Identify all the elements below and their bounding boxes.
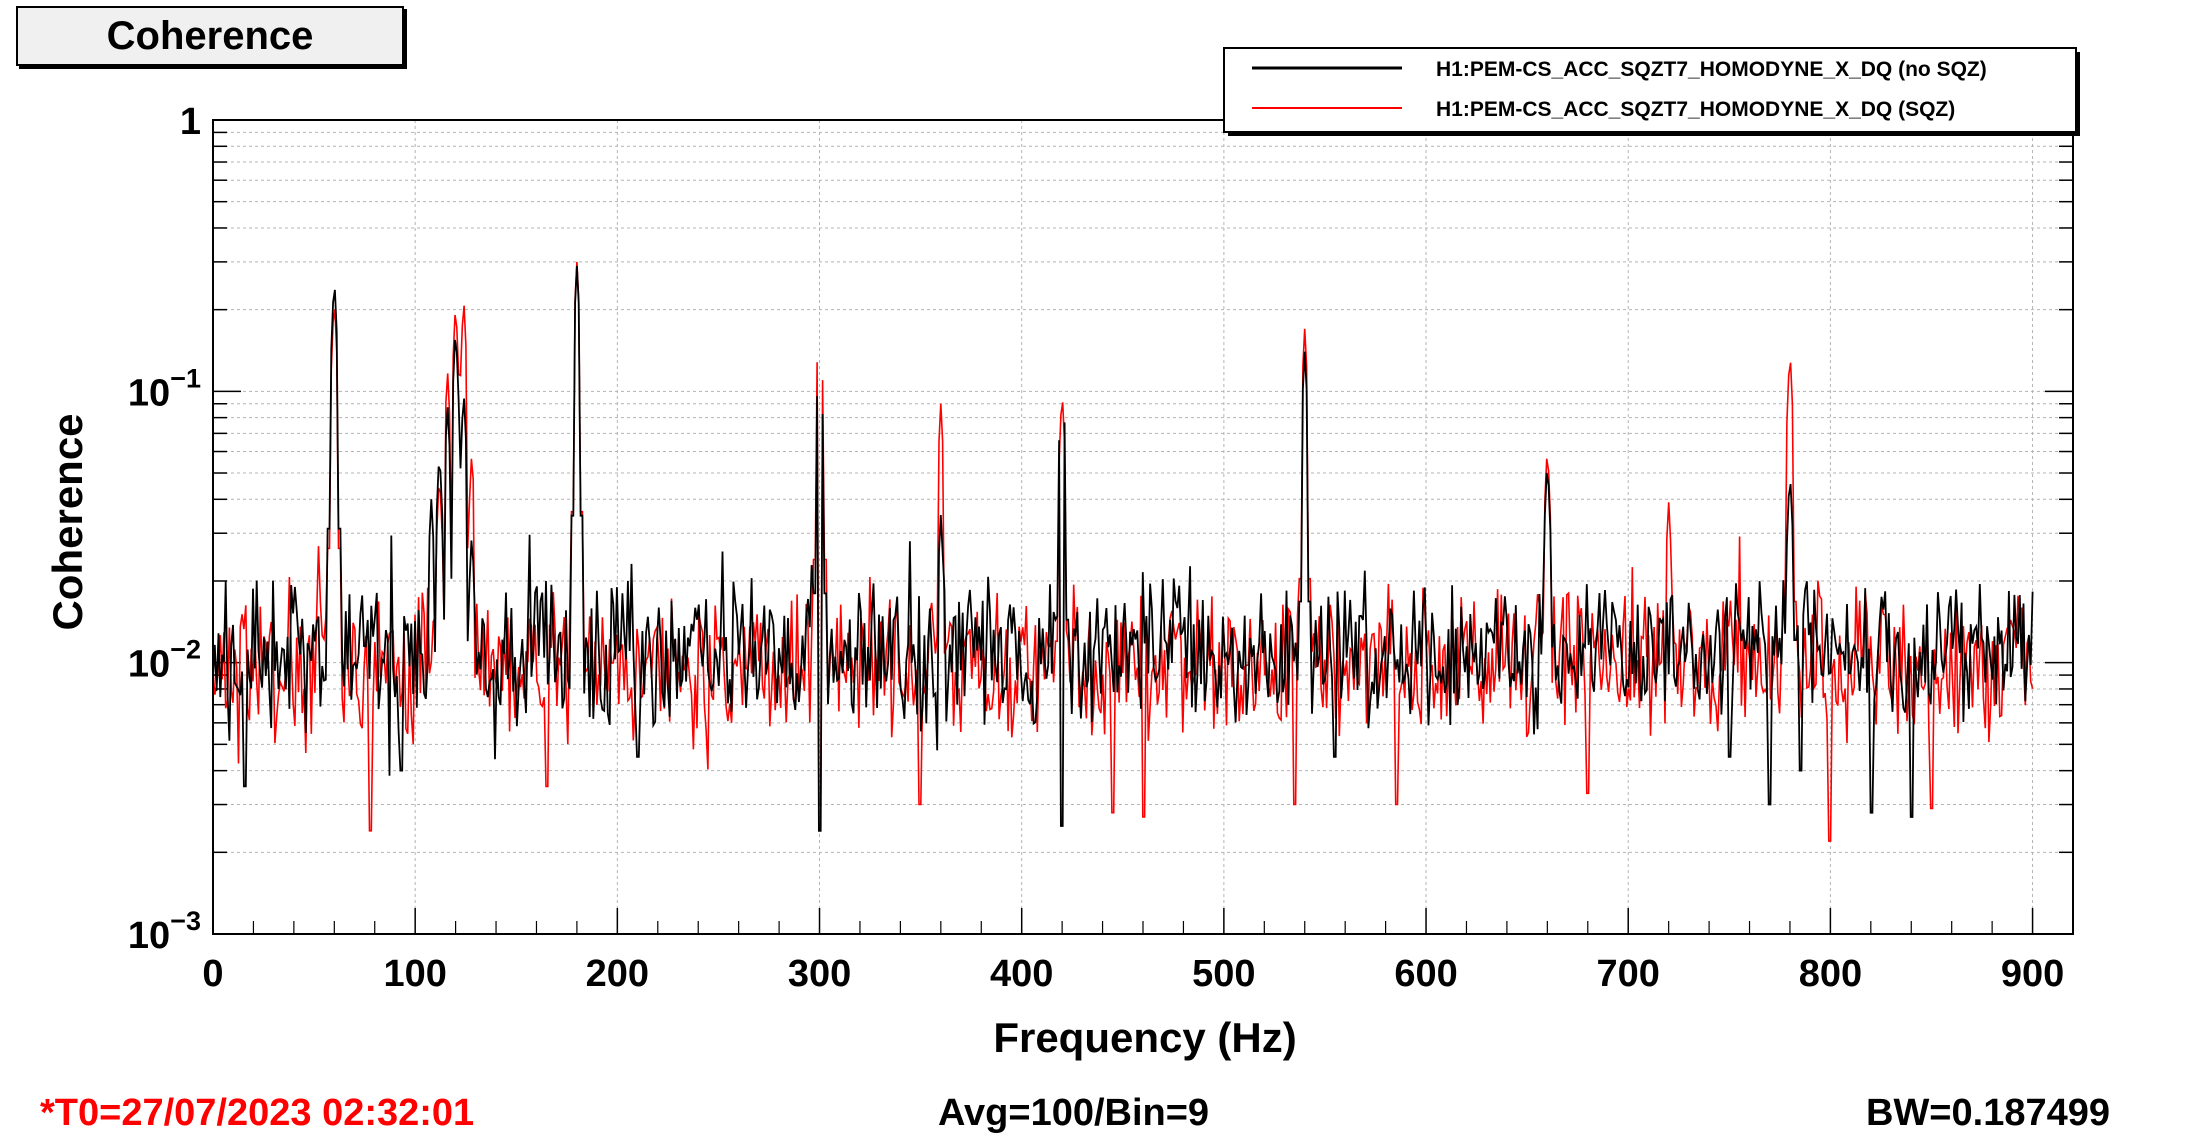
x-tick-label: 500: [1192, 953, 1255, 995]
x-tick-label: 900: [2001, 953, 2064, 995]
chart-title-box: Coherence: [16, 6, 404, 66]
series-lines: [212, 261, 2034, 842]
legend: H1:PEM-CS_ACC_SQZT7_HOMODYNE_X_DQ (no SQ…: [1223, 47, 2080, 136]
x-axis-label: Frequency (Hz): [993, 1014, 1296, 1061]
x-tick-label: 600: [1394, 953, 1457, 995]
legend-label-sqz: H1:PEM-CS_ACC_SQZT7_HOMODYNE_X_DQ (SQZ): [1436, 98, 1955, 121]
footer-avg-bin: Avg=100/Bin=9: [938, 1092, 1210, 1134]
y-tick-label: 10−1: [128, 363, 201, 414]
footer-t0: *T0=27/07/2023 02:32:01: [40, 1092, 475, 1134]
series-line-no-sqz: [212, 265, 2034, 832]
plot-frame: [212, 119, 2074, 935]
axis-ticks: [212, 131, 2073, 934]
y-tick-label: 10−3: [128, 906, 201, 957]
x-tick-label: 800: [1799, 953, 1862, 995]
legend-label-no-sqz: H1:PEM-CS_ACC_SQZT7_HOMODYNE_X_DQ (no SQ…: [1436, 58, 1987, 81]
x-tick-label: 0: [202, 953, 223, 995]
x-tick-labels: 0 100 200 300 400 500 600 700 800 900: [202, 953, 2064, 995]
y-axis-label: Coherence: [44, 413, 91, 630]
y-tick-labels: 10−3 10−2 10−1 1: [128, 101, 201, 957]
x-tick-label: 400: [990, 953, 1053, 995]
x-tick-label: 700: [1597, 953, 1660, 995]
series-line-sqz: [212, 261, 2034, 842]
footer-bandwidth: BW=0.187499: [1866, 1092, 2110, 1134]
x-tick-label: 300: [788, 953, 851, 995]
x-tick-label: 100: [383, 953, 446, 995]
y-tick-label: 10−2: [128, 635, 201, 686]
x-tick-label: 200: [586, 953, 649, 995]
y-tick-label: 1: [180, 101, 201, 143]
